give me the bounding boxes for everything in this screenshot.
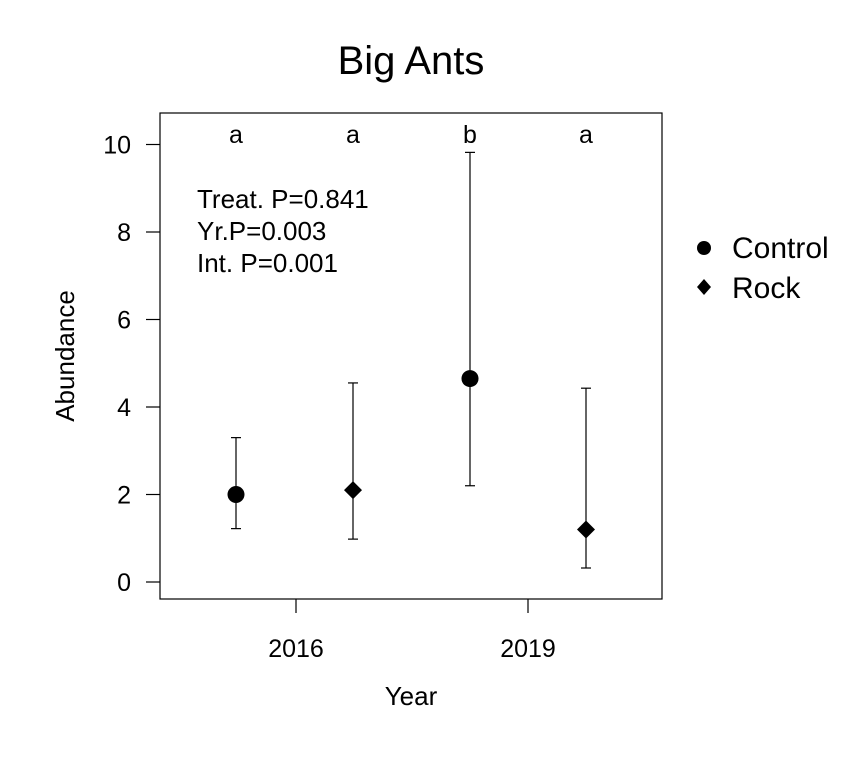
point-control-2019 <box>461 151 479 487</box>
marker-control-2016 <box>227 486 245 503</box>
y-axis: 0 2 4 6 8 10 <box>103 132 160 597</box>
legend-control-label: Control <box>732 232 829 265</box>
y-tick-label-0: 0 <box>117 569 131 597</box>
x-tick-label-2019: 2019 <box>500 635 556 663</box>
point-control-2016 <box>227 437 245 530</box>
chart-title: Big Ants <box>338 39 485 83</box>
plot-frame <box>159 112 663 600</box>
point-rock-2019 <box>577 387 595 569</box>
x-axis-label: Year <box>385 681 438 711</box>
y-tick-label-6: 6 <box>117 307 131 335</box>
y-tick-label-8: 8 <box>117 219 131 247</box>
significance-letters: a ba a <box>229 121 593 149</box>
y-tick-label-10: 10 <box>103 132 131 160</box>
x-axis: 2016 2019 <box>268 599 556 663</box>
marker-rock-2016 <box>344 481 362 500</box>
legend-rock-label: Rock <box>732 272 801 305</box>
x-tick-label-2016: 2016 <box>268 635 324 663</box>
legend-control-marker <box>697 241 711 255</box>
sig-letter-rock-2019: a <box>579 121 593 149</box>
year-p-value: Yr.P=0.003 <box>197 216 326 246</box>
y-tick-label-4: 4 <box>117 394 131 422</box>
sig-letter-control-2016: a <box>229 121 243 149</box>
interaction-p-value: Int. P=0.001 <box>197 248 338 278</box>
statistics-annotations: Treat. P=0.841 Yr.P=0.003 Int. P=0.001 <box>197 184 369 278</box>
data-marks <box>227 151 595 569</box>
y-axis-label: Abundance <box>50 290 80 422</box>
y-tick-label-2: 2 <box>117 482 131 510</box>
marker-control-2019 <box>461 370 479 388</box>
legend-rock-marker <box>697 279 711 295</box>
marker-rock-2019 <box>577 520 595 539</box>
legend: Control Rock <box>697 232 829 305</box>
sig-letter-rock-2016: a <box>346 121 360 149</box>
sig-letter-control-2019: b <box>463 121 477 149</box>
treatment-p-value: Treat. P=0.841 <box>197 184 369 214</box>
point-rock-2016 <box>344 382 362 540</box>
